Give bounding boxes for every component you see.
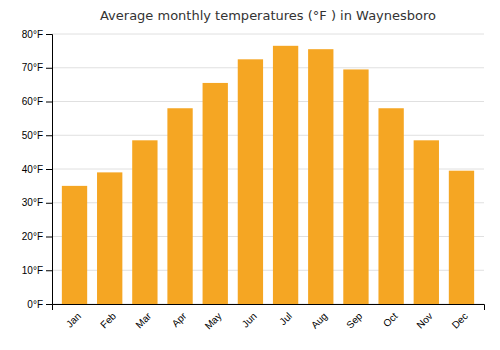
x-tick-label: Feb: [98, 310, 118, 330]
grid: [52, 34, 484, 304]
y-tick-label: 50°F: [22, 130, 43, 141]
chart: 0°F 10°F 20°F 30°F 40°F 50°F 60°F 70°F 80°F Jan Fe…: [0, 0, 500, 350]
bar: [414, 140, 439, 304]
x-tick: Feb: [98, 310, 118, 330]
bar: [203, 83, 228, 304]
bar: [449, 171, 474, 304]
y-tick: 60°F: [22, 96, 52, 107]
y-tick: 70°F: [22, 62, 52, 73]
bar: [62, 186, 87, 304]
x-tick-label: Apr: [170, 310, 189, 329]
bar: [238, 59, 263, 304]
y-tick-mark: [46, 135, 52, 136]
y-tick-mark: [46, 270, 52, 271]
bar: [308, 49, 333, 304]
y-tick-label: 30°F: [22, 197, 43, 208]
y-tick: 10°F: [22, 265, 52, 276]
y-tick: 20°F: [22, 231, 52, 242]
y-tick-mark: [46, 304, 52, 305]
x-tick-label: Jul: [277, 310, 294, 327]
grid-line: [52, 135, 484, 136]
y-tick-label: 70°F: [22, 62, 43, 73]
x-tick: Jun: [240, 310, 259, 329]
x-tick: Dec: [450, 310, 470, 330]
y-tick-label: 80°F: [22, 29, 43, 40]
x-tick-label: Oct: [381, 310, 400, 329]
x-tick: Sep: [344, 310, 365, 331]
y-tick: 0°F: [27, 299, 52, 310]
title: Average monthly temperatures (°F ) in Wa…: [100, 8, 436, 23]
y-axis-line: [46, 35, 53, 305]
x-tick-label: Mar: [133, 310, 153, 330]
bar: [97, 172, 122, 304]
bar: [132, 140, 157, 304]
x-tick-label: Jun: [240, 310, 259, 329]
y-tick-label: 0°F: [27, 299, 43, 310]
y-tick-label: 40°F: [22, 164, 43, 175]
x-tick: May: [203, 310, 224, 331]
grid-line: [52, 67, 484, 68]
x-tick: Mar: [133, 310, 153, 330]
y-tick-mark: [46, 68, 52, 69]
grid-line: [52, 101, 484, 102]
y-tick: 30°F: [22, 197, 52, 208]
bars: [62, 46, 474, 304]
y-tick: 50°F: [22, 130, 52, 141]
bar: [167, 108, 192, 304]
bar: [343, 69, 368, 304]
y-tick-mark: [46, 203, 52, 204]
x-tick: Jan: [64, 310, 83, 329]
y-tick-label: 10°F: [22, 265, 43, 276]
x-tick-label: Nov: [414, 310, 434, 330]
y-tick-mark: [46, 34, 52, 35]
plot: 0°F 10°F 20°F 30°F 40°F 50°F 60°F 70°F 80°F Jan Fe…: [22, 29, 485, 332]
y-tick: 80°F: [22, 29, 52, 40]
x-tick-label: May: [203, 310, 224, 331]
y-tick-label: 60°F: [22, 96, 43, 107]
y-tick-mark: [46, 169, 52, 170]
x-tick: Aug: [309, 310, 329, 330]
x-axis-line: [53, 305, 485, 311]
y-tick-mark: [46, 237, 52, 238]
x-axis: Jan Feb Mar Apr May Jun Jul Aug Sep Oct Nov Dec: [53, 305, 485, 332]
x-tick: Nov: [414, 310, 434, 330]
y-axis: 0°F 10°F 20°F 30°F 40°F 50°F 60°F 70°F 80°F: [22, 29, 53, 310]
x-tick-label: Aug: [309, 310, 329, 330]
y-tick: 40°F: [22, 164, 52, 175]
x-tick-label: Dec: [450, 310, 470, 330]
y-tick-mark: [46, 102, 52, 103]
bar: [378, 108, 403, 304]
x-tick-label: Jan: [64, 310, 83, 329]
x-tick: Apr: [170, 310, 189, 329]
x-tick: Jul: [277, 310, 294, 327]
grid-line: [52, 34, 484, 35]
bar: [273, 46, 298, 304]
y-tick-label: 20°F: [22, 231, 43, 242]
x-tick: Oct: [381, 310, 400, 329]
x-tick-label: Sep: [344, 310, 365, 331]
